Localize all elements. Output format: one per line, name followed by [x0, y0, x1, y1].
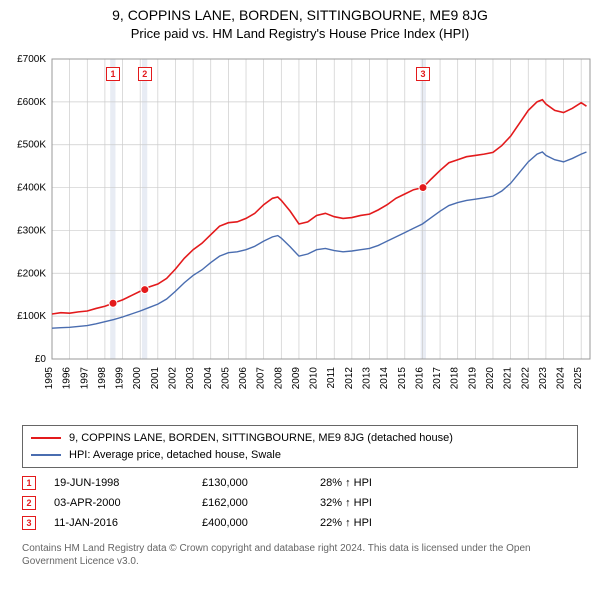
svg-text:1996: 1996 — [62, 367, 73, 390]
svg-text:2018: 2018 — [450, 367, 461, 390]
svg-text:£100K: £100K — [17, 311, 46, 322]
svg-text:£400K: £400K — [17, 183, 46, 194]
svg-text:2017: 2017 — [432, 367, 443, 390]
svg-text:£300K: £300K — [17, 226, 46, 237]
legend-label-property: 9, COPPINS LANE, BORDEN, SITTINGBOURNE, … — [69, 430, 453, 447]
chart-area: £0 £100K £200K £300K £400K £500K £600K £700K 199… — [0, 49, 600, 419]
sales-row-delta: 22% ↑ HPI — [320, 517, 578, 529]
sales-row: 2 03-APR-2000 £162,000 32% ↑ HPI — [22, 496, 578, 510]
svg-text:2021: 2021 — [503, 367, 514, 390]
svg-text:2013: 2013 — [362, 367, 373, 390]
svg-text:1997: 1997 — [79, 367, 90, 390]
svg-text:1999: 1999 — [115, 367, 126, 390]
sales-row-date: 19-JUN-1998 — [54, 477, 184, 489]
svg-text:£700K: £700K — [17, 54, 46, 65]
sales-row-price: £400,000 — [202, 517, 302, 529]
sale-marker-label: 2 — [138, 67, 152, 81]
legend-item-hpi: HPI: Average price, detached house, Swal… — [31, 447, 569, 464]
svg-text:1995: 1995 — [44, 367, 55, 390]
svg-text:£500K: £500K — [17, 140, 46, 151]
sales-row-date: 11-JAN-2016 — [54, 517, 184, 529]
svg-text:£600K: £600K — [17, 97, 46, 108]
legend-swatch-hpi — [31, 454, 61, 456]
svg-text:1998: 1998 — [97, 367, 108, 390]
sale-marker-label: 1 — [106, 67, 120, 81]
svg-text:2007: 2007 — [256, 367, 267, 390]
line-chart: £0 £100K £200K £300K £400K £500K £600K £700K 199… — [0, 49, 600, 419]
svg-text:2008: 2008 — [273, 367, 284, 390]
svg-text:2015: 2015 — [397, 367, 408, 390]
chart-title-block: 9, COPPINS LANE, BORDEN, SITTINGBOURNE, … — [0, 0, 600, 49]
sales-row-price: £162,000 — [202, 497, 302, 509]
svg-text:2019: 2019 — [467, 367, 478, 390]
footer-attribution: Contains HM Land Registry data © Crown c… — [22, 542, 578, 568]
svg-text:2002: 2002 — [167, 367, 178, 390]
svg-text:2009: 2009 — [291, 367, 302, 390]
sales-row-marker: 2 — [22, 496, 36, 510]
svg-text:2005: 2005 — [220, 367, 231, 390]
sales-row: 3 11-JAN-2016 £400,000 22% ↑ HPI — [22, 516, 578, 530]
svg-text:2020: 2020 — [485, 367, 496, 390]
svg-text:2023: 2023 — [538, 367, 549, 390]
svg-text:2024: 2024 — [556, 367, 567, 390]
sales-table: 1 19-JUN-1998 £130,000 28% ↑ HPI 2 03-APR-200… — [22, 476, 578, 536]
svg-text:2003: 2003 — [185, 367, 196, 390]
sales-row-date: 03-APR-2000 — [54, 497, 184, 509]
sales-row-delta: 32% ↑ HPI — [320, 497, 578, 509]
sales-row-price: £130,000 — [202, 477, 302, 489]
svg-text:2000: 2000 — [132, 367, 143, 390]
svg-text:2001: 2001 — [150, 367, 161, 390]
sale-marker-label: 3 — [416, 67, 430, 81]
svg-text:2012: 2012 — [344, 367, 355, 390]
sales-row-marker: 1 — [22, 476, 36, 490]
svg-text:2010: 2010 — [309, 367, 320, 390]
svg-text:2016: 2016 — [414, 367, 425, 390]
sales-row-delta: 28% ↑ HPI — [320, 477, 578, 489]
svg-text:£200K: £200K — [17, 268, 46, 279]
legend-item-property: 9, COPPINS LANE, BORDEN, SITTINGBOURNE, … — [31, 430, 569, 447]
svg-text:2004: 2004 — [203, 367, 214, 390]
legend-label-hpi: HPI: Average price, detached house, Swal… — [69, 447, 281, 464]
chart-subtitle: Price paid vs. HM Land Registry's House … — [10, 26, 590, 43]
legend-swatch-property — [31, 437, 61, 439]
svg-text:2006: 2006 — [238, 367, 249, 390]
svg-text:2014: 2014 — [379, 367, 390, 390]
svg-text:£0: £0 — [35, 354, 47, 365]
sales-row-marker: 3 — [22, 516, 36, 530]
legend: 9, COPPINS LANE, BORDEN, SITTINGBOURNE, … — [22, 425, 578, 468]
svg-text:2011: 2011 — [326, 367, 337, 389]
svg-text:2022: 2022 — [520, 367, 531, 390]
sales-row: 1 19-JUN-1998 £130,000 28% ↑ HPI — [22, 476, 578, 490]
svg-text:2025: 2025 — [573, 367, 584, 390]
chart-title: 9, COPPINS LANE, BORDEN, SITTINGBOURNE, … — [10, 6, 590, 24]
